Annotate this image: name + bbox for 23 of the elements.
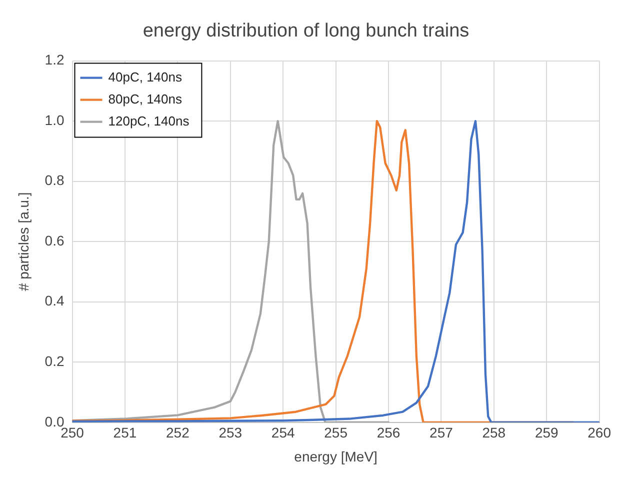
x-tick-label: 258	[482, 424, 506, 441]
y-tick-label: 0.8	[44, 172, 64, 188]
x-tick-label: 254	[271, 424, 295, 441]
legend-label: 80pC, 140ns	[108, 91, 182, 106]
chart-title: energy distribution of long bunch trains	[142, 20, 470, 42]
legend-label: 120pC, 140ns	[108, 113, 190, 128]
y-tick-label: 1.0	[44, 112, 64, 128]
x-tick-label: 260	[588, 424, 612, 441]
x-axis-title: energy [MeV]	[294, 448, 378, 464]
x-tick-label: 256	[376, 424, 400, 441]
y-tick-label: 0.6	[44, 232, 64, 248]
x-tick-label: 257	[430, 424, 454, 441]
y-tick-label: 0.4	[44, 292, 64, 309]
x-tick-label: 255	[324, 424, 348, 441]
y-tick-label: 0.0	[44, 413, 64, 430]
x-tick-label: 251	[113, 424, 137, 441]
y-tick-label: 0.2	[44, 352, 64, 369]
x-tick-label: 252	[166, 424, 190, 441]
y-tick-label: 1.2	[44, 52, 64, 68]
x-tick-label: 253	[218, 424, 242, 441]
legend-label: 40pC, 140ns	[108, 69, 182, 84]
x-tick-label: 259	[534, 424, 559, 441]
y-axis-title: # particles [a.u.]	[15, 192, 32, 292]
